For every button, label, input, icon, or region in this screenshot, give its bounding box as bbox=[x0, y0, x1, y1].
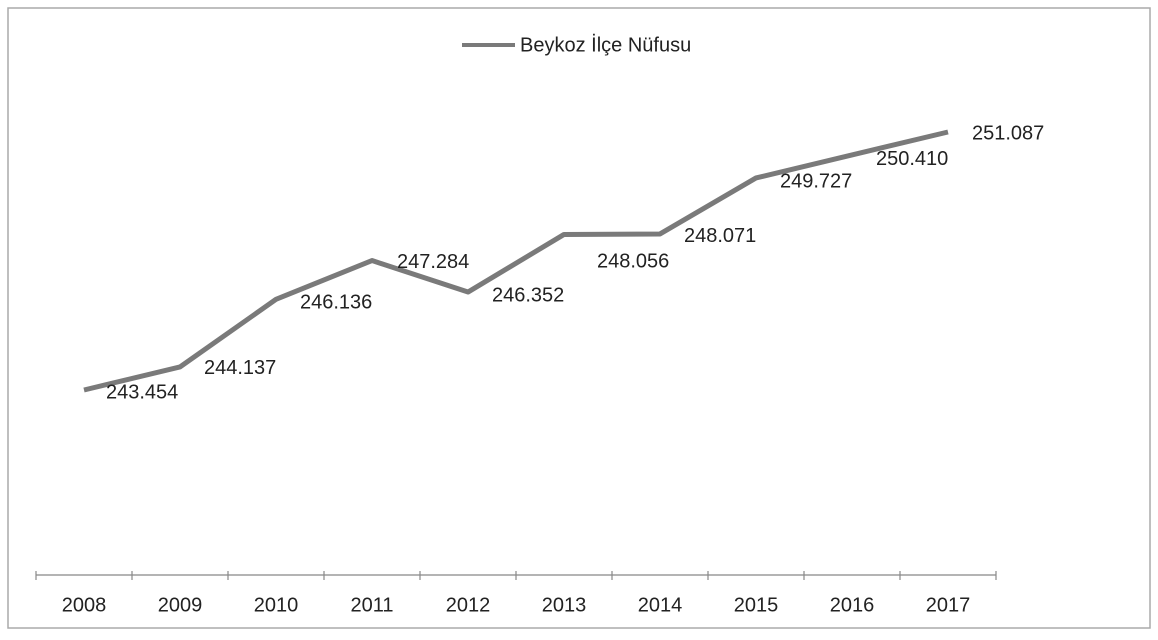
legend-label: Beykoz İlçe Nüfusu bbox=[520, 33, 691, 56]
data-label: 248.056 bbox=[597, 251, 669, 273]
chart-frame bbox=[7, 7, 1151, 629]
x-tick-label: 2010 bbox=[254, 594, 299, 616]
data-label: 246.352 bbox=[492, 284, 564, 306]
data-label: 243.454 bbox=[106, 381, 178, 403]
x-tick-label: 2012 bbox=[446, 594, 491, 616]
data-label: 248.071 bbox=[684, 225, 756, 247]
data-label: 251.087 bbox=[972, 122, 1044, 144]
x-tick-label: 2017 bbox=[926, 594, 971, 616]
data-label: 250.410 bbox=[876, 148, 948, 170]
x-tick-label: 2015 bbox=[734, 594, 779, 616]
data-label: 249.727 bbox=[780, 170, 852, 192]
x-tick-label: 2014 bbox=[638, 594, 683, 616]
x-tick-label: 2016 bbox=[830, 594, 875, 616]
x-tick-label: 2013 bbox=[542, 594, 587, 616]
data-label: 244.137 bbox=[204, 357, 276, 379]
x-tick-label: 2008 bbox=[62, 594, 107, 616]
data-label: 246.136 bbox=[300, 292, 372, 314]
data-label: 247.284 bbox=[397, 251, 469, 273]
x-tick-label: 2011 bbox=[350, 594, 393, 616]
data-line bbox=[83, 129, 949, 393]
x-tick-label: 2009 bbox=[158, 594, 203, 616]
